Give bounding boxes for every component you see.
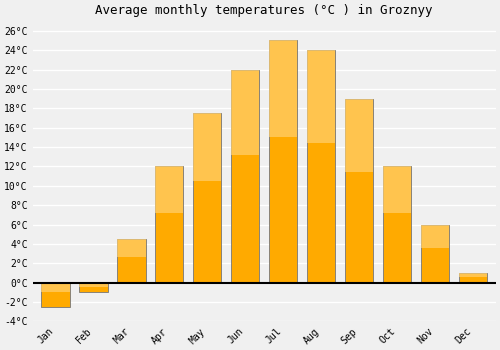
Bar bbox=[155, 167, 184, 283]
Bar bbox=[459, 273, 488, 283]
Bar bbox=[79, 283, 108, 287]
Bar bbox=[193, 113, 222, 181]
Bar bbox=[383, 167, 412, 283]
Title: Average monthly temperatures (°C ) in Groznyy: Average monthly temperatures (°C ) in Gr… bbox=[96, 4, 433, 17]
Bar bbox=[41, 283, 70, 307]
Bar bbox=[117, 239, 145, 257]
Bar bbox=[307, 50, 336, 283]
Bar bbox=[155, 167, 184, 213]
Bar bbox=[41, 283, 70, 292]
Bar bbox=[193, 113, 222, 283]
Bar bbox=[345, 99, 374, 172]
Bar bbox=[345, 99, 374, 283]
Bar bbox=[231, 70, 260, 283]
Bar bbox=[269, 41, 298, 283]
Bar bbox=[307, 50, 336, 143]
Bar bbox=[459, 273, 488, 277]
Bar bbox=[231, 70, 260, 155]
Bar bbox=[79, 283, 108, 292]
Bar bbox=[117, 239, 145, 283]
Bar bbox=[421, 225, 450, 248]
Bar bbox=[383, 167, 412, 213]
Bar bbox=[421, 225, 450, 283]
Bar bbox=[269, 41, 298, 137]
